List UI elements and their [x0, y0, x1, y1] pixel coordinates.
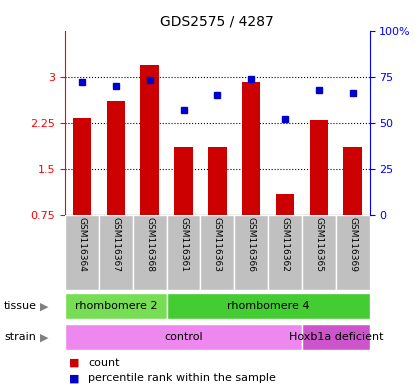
Bar [200, 215, 234, 290]
Text: GSM116366: GSM116366 [247, 217, 256, 272]
Bar [302, 215, 336, 290]
Text: ■: ■ [69, 373, 80, 383]
Bar [65, 324, 302, 350]
Text: GSM116367: GSM116367 [111, 217, 121, 272]
Text: GSM116364: GSM116364 [78, 217, 87, 272]
Bar [234, 215, 268, 290]
Text: rhombomere 2: rhombomere 2 [75, 301, 157, 311]
Text: GSM116361: GSM116361 [179, 217, 188, 272]
Text: percentile rank within the sample: percentile rank within the sample [88, 373, 276, 383]
Bar [65, 293, 167, 319]
Text: GSM116365: GSM116365 [314, 217, 323, 272]
Bar [310, 120, 328, 215]
Bar [99, 215, 133, 290]
Text: control: control [164, 332, 203, 342]
Title: GDS2575 / 4287: GDS2575 / 4287 [160, 14, 274, 28]
Bar [336, 215, 370, 290]
Bar [107, 101, 125, 215]
Bar [344, 147, 362, 215]
Bar [174, 147, 193, 215]
Bar [276, 194, 294, 215]
Bar [268, 215, 302, 290]
Text: count: count [88, 358, 120, 368]
Bar [302, 324, 370, 350]
Bar [167, 293, 370, 319]
Text: ▶: ▶ [40, 332, 48, 342]
Bar [133, 215, 167, 290]
Text: ■: ■ [69, 358, 80, 368]
Text: strain: strain [4, 332, 36, 342]
Bar [73, 118, 91, 215]
Text: GSM116363: GSM116363 [213, 217, 222, 272]
Text: Hoxb1a deficient: Hoxb1a deficient [289, 332, 383, 342]
Text: rhombomere 4: rhombomere 4 [227, 301, 310, 311]
Text: GSM116362: GSM116362 [281, 217, 289, 272]
Text: ▶: ▶ [40, 301, 48, 311]
Bar [242, 82, 260, 215]
Text: tissue: tissue [4, 301, 37, 311]
Bar [140, 65, 159, 215]
Bar [167, 215, 200, 290]
Bar [208, 147, 227, 215]
Text: GSM116369: GSM116369 [348, 217, 357, 272]
Bar [65, 215, 99, 290]
Text: GSM116368: GSM116368 [145, 217, 154, 272]
